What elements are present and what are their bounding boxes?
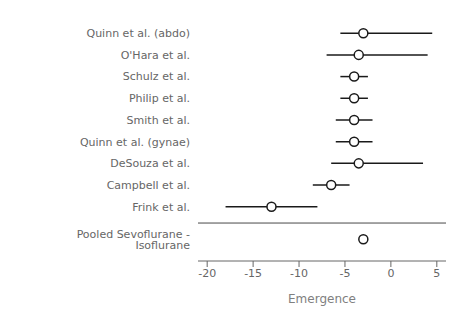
svg-text:0: 0 <box>387 267 394 280</box>
svg-text:-10: -10 <box>290 267 308 280</box>
svg-text:Frink et al.: Frink et al. <box>132 201 190 214</box>
svg-text:Campbell et al.: Campbell et al. <box>107 179 190 192</box>
svg-text:-5: -5 <box>339 267 350 280</box>
svg-text:DeSouza et al.: DeSouza et al. <box>110 157 190 170</box>
svg-text:Schulz et al.: Schulz et al. <box>123 70 190 83</box>
svg-text:-15: -15 <box>244 267 262 280</box>
svg-text:O'Hara et al.: O'Hara et al. <box>121 49 190 62</box>
svg-text:-20: -20 <box>198 267 216 280</box>
svg-text:Smith et al.: Smith et al. <box>127 114 190 127</box>
svg-text:Emergence: Emergence <box>288 292 356 306</box>
svg-text:Quinn et al. (gynae): Quinn et al. (gynae) <box>80 136 190 149</box>
svg-text:5: 5 <box>433 267 440 280</box>
svg-text:Quinn et al. (abdo): Quinn et al. (abdo) <box>86 27 190 40</box>
svg-text:Pooled Sevoflurane -Isoflurane: Pooled Sevoflurane -Isoflurane <box>77 228 191 252</box>
svg-text:Philip et al.: Philip et al. <box>129 92 190 105</box>
